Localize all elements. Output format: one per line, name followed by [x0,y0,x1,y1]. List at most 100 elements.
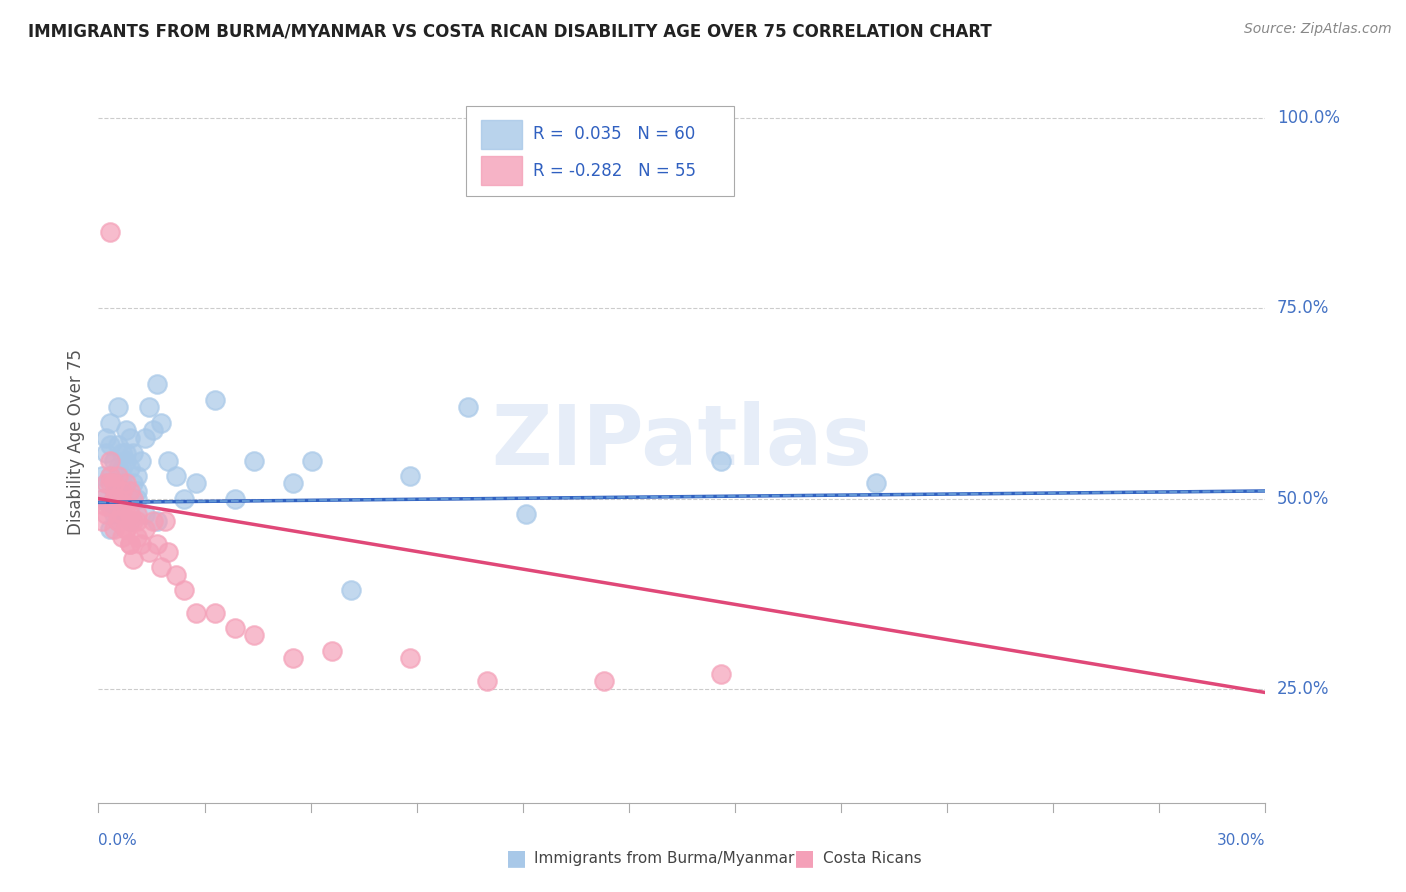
Point [98,476,121,491]
Point [111,461,134,475]
Point [146,377,169,392]
Point [122,491,145,506]
Text: Immigrants from Burma/Myanmar: Immigrants from Burma/Myanmar [534,851,794,865]
Point [122,446,145,460]
Text: 0.0%: 0.0% [98,833,138,848]
Point [118,537,141,551]
Point [865,476,887,491]
Point [118,515,141,529]
Point [96,507,118,521]
Text: 100.0%: 100.0% [1277,110,1340,128]
Text: 75.0%: 75.0% [1277,300,1330,318]
Point [91,491,114,506]
Point [114,446,136,460]
Text: R = -0.282   N = 55: R = -0.282 N = 55 [533,161,696,179]
Point [477,674,499,689]
Point [98,453,121,467]
Point [157,453,180,467]
Point [340,582,363,597]
Point [243,453,266,467]
Point [114,476,136,491]
Point [118,491,141,506]
Point [107,515,129,529]
Point [91,515,114,529]
Point [173,491,195,506]
Point [98,499,121,513]
Point [107,491,129,506]
Point [114,522,136,536]
Point [98,226,121,240]
Point [243,628,266,642]
Point [127,483,149,498]
Point [103,522,125,536]
Point [184,606,207,620]
Point [111,507,134,521]
Point [127,515,149,529]
Point [710,453,733,467]
Point [107,438,129,452]
Text: ■: ■ [506,848,527,868]
Point [142,423,165,437]
Point [107,468,129,483]
Point [114,499,136,513]
Point [103,491,125,506]
Point [149,416,172,430]
Point [118,537,141,551]
Point [142,515,165,529]
Point [134,507,156,521]
Point [515,507,537,521]
Point [91,491,114,506]
Point [111,499,134,513]
Point [184,476,207,491]
Point [103,507,125,521]
Point [96,499,118,513]
Point [122,491,145,506]
Point [281,651,304,665]
Point [127,491,149,506]
Point [114,483,136,498]
Point [204,392,226,407]
Point [593,674,616,689]
Point [129,537,152,551]
Text: 25.0%: 25.0% [1277,680,1330,698]
Text: ZIPatlas: ZIPatlas [492,401,872,482]
Point [149,560,172,574]
Text: 30.0%: 30.0% [1218,833,1265,848]
Point [457,401,479,415]
Point [107,476,129,491]
Point [118,431,141,445]
Point [204,606,226,620]
Text: IMMIGRANTS FROM BURMA/MYANMAR VS COSTA RICAN DISABILITY AGE OVER 75 CORRELATION : IMMIGRANTS FROM BURMA/MYANMAR VS COSTA R… [28,22,991,40]
Point [114,453,136,467]
Point [96,476,118,491]
Point [98,468,121,483]
Point [224,621,246,635]
Point [129,453,152,467]
Text: Source: ZipAtlas.com: Source: ZipAtlas.com [1244,22,1392,37]
Point [127,507,149,521]
Point [710,666,733,681]
Point [103,476,125,491]
Point [111,507,134,521]
Point [134,431,156,445]
Point [114,522,136,536]
Point [98,438,121,452]
Point [173,582,195,597]
Point [321,643,343,657]
Point [301,453,323,467]
Point [398,468,420,483]
Point [98,416,121,430]
Point [138,401,160,415]
Point [165,468,187,483]
Point [111,446,134,460]
Point [96,431,118,445]
Point [118,483,141,498]
Point [157,545,180,559]
Bar [481,120,522,149]
Point [103,483,125,498]
Point [91,468,114,483]
Point [96,446,118,460]
Point [111,476,134,491]
FancyBboxPatch shape [465,105,734,196]
Point [98,499,121,513]
